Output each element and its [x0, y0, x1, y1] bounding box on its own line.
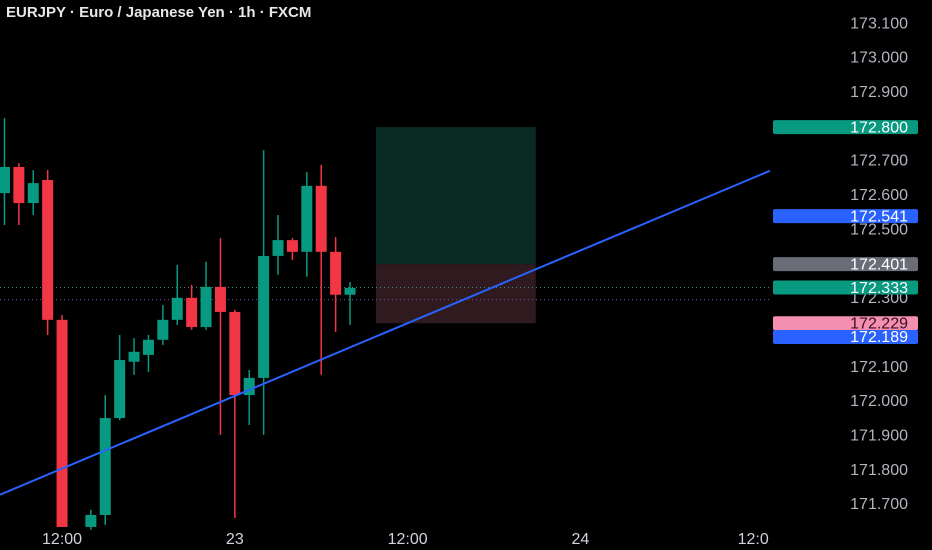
y-tick-label: 171.800 — [850, 462, 908, 479]
price-label-box — [773, 280, 918, 295]
position-zone — [375, 264, 536, 324]
x-tick-label: 12:00 — [388, 531, 428, 548]
x-tick-label: 12:00 — [42, 531, 82, 548]
y-tick-label: 172.900 — [850, 84, 908, 101]
candle-body — [114, 360, 126, 419]
candle-body — [56, 319, 68, 527]
y-tick-label: 172.100 — [850, 359, 908, 376]
price-label: 172.800 — [850, 119, 908, 136]
levels — [0, 287, 770, 301]
price-label-box — [773, 316, 918, 331]
price-labels: 172.800 172.541 172.401 172.333 172.229172.1… — [773, 119, 918, 346]
candle-body — [200, 286, 212, 328]
y-tick-label: 173.000 — [850, 50, 908, 67]
price-label: 172.401 — [850, 256, 908, 273]
price-label-box — [773, 209, 918, 224]
x-tick-label: 12:0 — [738, 531, 769, 548]
candle-body — [157, 319, 169, 340]
candle-body — [344, 287, 356, 295]
candle-body — [301, 185, 313, 252]
candle-body — [214, 286, 226, 312]
trend — [0, 169, 771, 496]
y-tick-label: 171.900 — [850, 428, 908, 445]
candle-body — [330, 251, 342, 295]
y-tick-label: 171.700 — [850, 496, 908, 513]
x-tick-label: 24 — [571, 531, 589, 548]
price-label-box — [773, 257, 918, 272]
candle-body — [258, 255, 270, 378]
candle-body — [27, 183, 39, 204]
y-tick-label: 172.500 — [850, 221, 908, 238]
y-tick-label: 172.000 — [850, 393, 908, 410]
position-zone — [375, 127, 536, 265]
candle-body — [272, 240, 284, 256]
candle-body — [171, 297, 183, 320]
candle-body — [315, 185, 327, 252]
zones — [375, 127, 536, 324]
price-label-box — [773, 330, 918, 345]
y-tick-label: 172.600 — [850, 187, 908, 204]
price-label: 172.541 — [850, 208, 908, 225]
candle-body — [128, 351, 140, 362]
candle-body — [42, 180, 54, 320]
price-label: 172.229 — [850, 315, 908, 332]
price-label: 172.333 — [850, 280, 908, 297]
trendline — [0, 169, 771, 496]
candle-body — [0, 166, 10, 194]
candle-body — [243, 377, 255, 396]
candle-body — [142, 339, 154, 355]
price-label: 172.189 — [850, 329, 908, 346]
candles — [0, 118, 356, 530]
x-tick-label: 23 — [226, 531, 244, 548]
candle-body — [286, 240, 298, 252]
candle-body — [85, 514, 97, 527]
chart-title: EURJPY · Euro / Japanese Yen · 1h · FXCM — [6, 4, 311, 21]
candle-body — [229, 311, 241, 396]
y-tick-label: 172.700 — [850, 153, 908, 170]
candle-body — [186, 297, 198, 328]
candle-body — [13, 166, 25, 204]
candle-body — [99, 418, 111, 515]
price-label-box — [773, 120, 918, 135]
y-tick-label: 173.100 — [850, 15, 908, 32]
